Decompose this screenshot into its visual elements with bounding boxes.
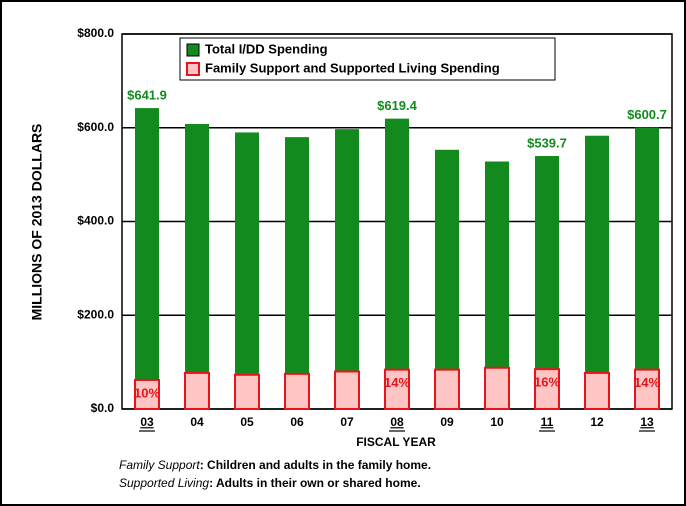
- bar-family: [384, 368, 410, 410]
- legend-label: Total I/DD Spending: [205, 41, 328, 56]
- footnote: Family Support: Children and adults in t…: [119, 458, 431, 472]
- bar-family: [134, 378, 160, 410]
- bar-total: [385, 118, 409, 409]
- bar-family: [334, 370, 360, 410]
- note-term: Supported Living: [119, 476, 209, 490]
- value-label: $641.9: [127, 88, 167, 103]
- note-text: : Children and adults in the family home…: [200, 458, 431, 472]
- x-tick-label: 07: [340, 415, 354, 429]
- x-tick-label: 06: [290, 415, 304, 429]
- bar-total: [185, 124, 209, 409]
- x-tick-label: 10: [490, 415, 504, 429]
- x-tick-label: 13: [640, 415, 654, 429]
- percent-label: 14%: [384, 375, 410, 390]
- note-term: Family Support: [119, 458, 200, 472]
- footnote: Supported Living: Adults in their own or…: [119, 476, 421, 490]
- percent-label: 16%: [534, 375, 560, 390]
- bar-total: [235, 132, 259, 409]
- legend: [179, 37, 556, 81]
- bar-family: [434, 368, 460, 410]
- value-label: $539.7: [527, 135, 567, 150]
- bar-total: [135, 108, 159, 409]
- y-tick-label: $400.0: [77, 214, 114, 228]
- bar-family: [534, 368, 560, 410]
- x-tick-label: 04: [190, 415, 204, 429]
- bar-total: [435, 149, 459, 409]
- bar-family: [234, 373, 260, 410]
- bar-family: [184, 371, 210, 410]
- bar-family: [284, 372, 310, 410]
- x-tick-label: 11: [541, 415, 554, 429]
- bar-family: [634, 368, 660, 410]
- bar-total: [285, 137, 309, 409]
- y-tick-label: $800.0: [77, 26, 114, 40]
- bar-total: [535, 156, 559, 409]
- x-tick-label: 09: [440, 415, 454, 429]
- percent-label: 14%: [634, 375, 660, 390]
- value-label: $619.4: [377, 98, 418, 113]
- x-tick-label: 12: [590, 415, 604, 429]
- y-tick-label: $0.0: [91, 401, 115, 415]
- note-text: : Adults in their own or shared home.: [209, 476, 421, 490]
- y-tick-label: $200.0: [77, 307, 114, 321]
- bar-total: [635, 127, 659, 409]
- x-tick-label: 03: [140, 415, 154, 429]
- value-label: $600.7: [627, 107, 667, 122]
- bar-family: [584, 371, 610, 410]
- legend-swatch: [186, 43, 200, 57]
- y-axis-label: MILLIONS OF 2013 DOLLARS: [29, 124, 45, 321]
- y-tick-label: $600.0: [77, 120, 114, 134]
- percent-label: 10%: [134, 385, 160, 400]
- x-tick-label: 08: [390, 415, 404, 429]
- legend-label: Family Support and Supported Living Spen…: [205, 60, 500, 75]
- legend-swatch: [186, 62, 200, 76]
- bar-total: [585, 135, 609, 409]
- x-axis-label: FISCAL YEAR: [356, 435, 436, 449]
- x-tick-label: 05: [240, 415, 254, 429]
- bar-total: [335, 129, 359, 409]
- bar-family: [484, 366, 510, 410]
